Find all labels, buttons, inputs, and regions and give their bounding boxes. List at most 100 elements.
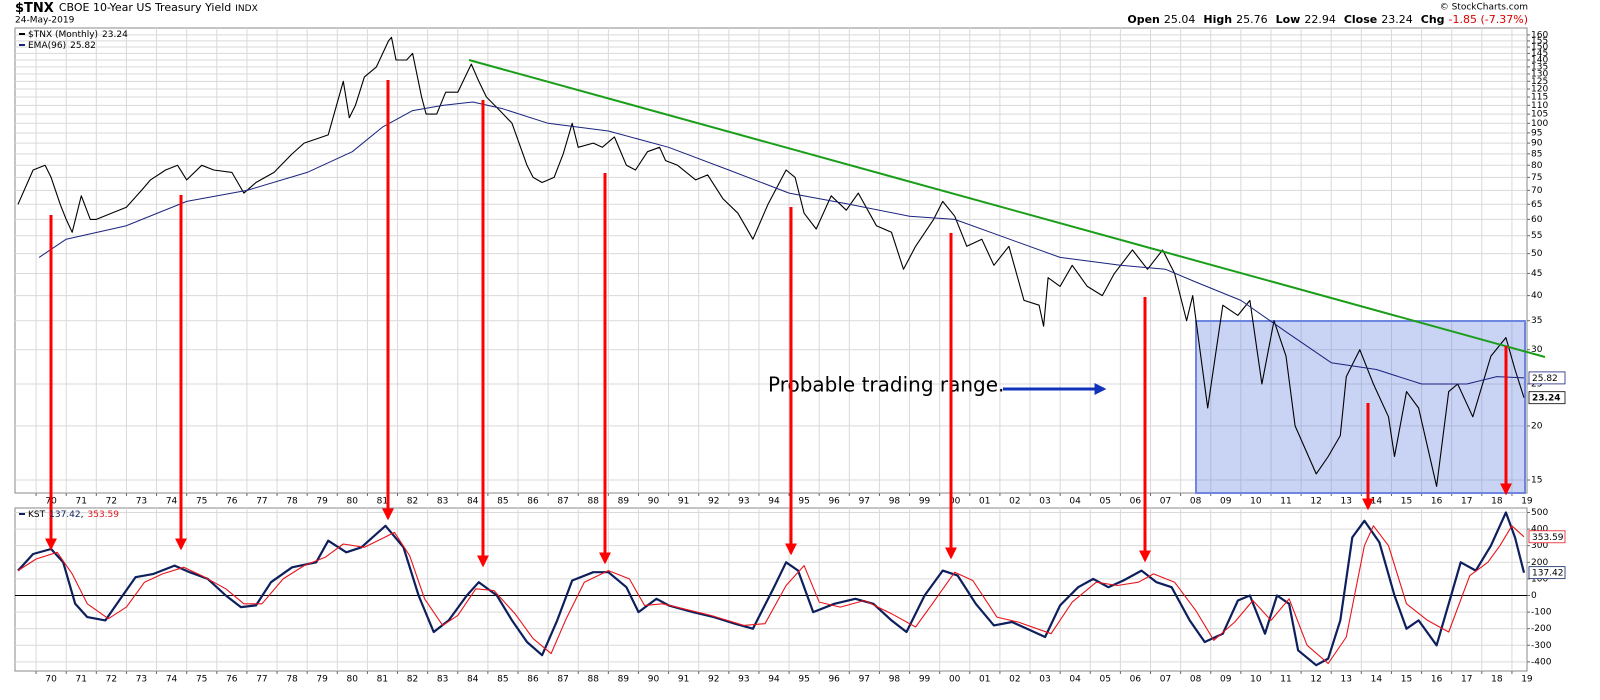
x-tick-label: 74: [166, 675, 178, 685]
red-arrows: [45, 80, 1512, 568]
x-tick-label: 71: [75, 675, 86, 685]
x-tick-label: 07: [1160, 497, 1171, 507]
y-tick-label: 150: [1531, 43, 1548, 53]
x-tick-label: 76: [226, 675, 238, 685]
x-tick-label: 83: [437, 497, 448, 507]
annotation-over: Probable trading range.: [45, 59, 1546, 568]
symbol: $TNX: [15, 1, 54, 16]
x-tick-label: 82: [407, 675, 418, 685]
date: 24-May-2019: [15, 16, 75, 26]
x-tick-label: 93: [738, 497, 749, 507]
x-tick-label: 14: [1371, 675, 1383, 685]
x-tick-label: 85: [497, 497, 508, 507]
x-tick-label: 18: [1491, 675, 1503, 685]
x-tick-label: 72: [106, 675, 117, 685]
x-tick-label: 84: [467, 497, 479, 507]
y-tick-label: 0: [1531, 591, 1537, 601]
y-tick-label: 70: [1531, 186, 1543, 196]
x-tick-label: 73: [136, 675, 147, 685]
x-tick-label: 99: [919, 497, 931, 507]
x-tick-label: 15: [1401, 675, 1412, 685]
y-tick-label: 300: [1531, 541, 1548, 551]
x-tick-label: 09: [1220, 675, 1232, 685]
value-tag: 25.82: [1532, 374, 1558, 384]
x-tick-label: 89: [618, 497, 630, 507]
trend-line: [468, 59, 1546, 358]
series-line: [17, 511, 1526, 667]
x-tick-label: 79: [316, 675, 328, 685]
x-tick-label: 81: [377, 497, 388, 507]
x-tick-label: 04: [1069, 497, 1081, 507]
x-tick-label: 72: [106, 497, 117, 507]
y-tick-label: 65: [1531, 200, 1542, 210]
annotation-text: Probable trading range.: [768, 373, 1004, 397]
x-tick-label: 08: [1190, 497, 1202, 507]
x-tick-label: 12: [1310, 675, 1321, 685]
value-tag: 353.59: [1532, 533, 1564, 543]
legend-name: $TNX (Monthly): [28, 30, 98, 40]
y-tick-label: 400: [1531, 525, 1548, 535]
x-tick-label: 11: [1280, 675, 1291, 685]
y-tick-label: 90: [1531, 139, 1543, 149]
x-tick-label: 78: [286, 675, 298, 685]
x-tick-label: 88: [588, 675, 600, 685]
x-tick-label: 93: [738, 675, 749, 685]
x-tick-label: 99: [919, 675, 931, 685]
x-tick-label: 76: [226, 497, 238, 507]
y-tick-label: 25: [1531, 379, 1542, 389]
y-tick-label: 500: [1531, 508, 1548, 518]
x-tick-label: 82: [407, 497, 418, 507]
y-tick-label: 130: [1531, 69, 1548, 79]
value-tag-box: [1528, 391, 1566, 405]
x-tick-label: 05: [1100, 497, 1111, 507]
x-tick-label: 79: [316, 497, 328, 507]
x-tick-label: 95: [798, 675, 809, 685]
instrument-name: CBOE 10-Year US Treasury Yield: [59, 1, 231, 14]
value-tag-box: [1528, 530, 1566, 544]
x-tick-label: 05: [1100, 675, 1111, 685]
x-tick-label: 92: [708, 675, 719, 685]
legend-value: 25.82: [70, 41, 96, 51]
x-tick-label: 94: [768, 675, 780, 685]
y-tick-label: 105: [1531, 110, 1548, 120]
x-tick-label: 87: [557, 497, 568, 507]
x-tick-label: 96: [828, 497, 840, 507]
x-tick-label: 87: [557, 675, 568, 685]
annotation-under: [1195, 320, 1526, 494]
y-tick-label: 45: [1531, 269, 1542, 279]
legend-label: $TNX (Monthly) 23.24: [28, 30, 128, 40]
y-tick-label: 160: [1531, 30, 1548, 40]
y-tick-label: 200: [1531, 558, 1548, 568]
x-tick-label: 11: [1280, 497, 1291, 507]
value-tag: 137.42: [1532, 569, 1564, 579]
x-tick-label: 90: [648, 675, 660, 685]
series-layer: [17, 36, 1526, 667]
x-tick-label: 86: [527, 497, 539, 507]
exchange: INDX: [235, 4, 257, 14]
y-tick-label: 80: [1531, 161, 1543, 171]
x-tick-label: 97: [859, 675, 870, 685]
x-tick-label: 00: [949, 675, 961, 685]
x-tick-label: 92: [708, 497, 719, 507]
x-tick-label: 00: [949, 497, 961, 507]
x-tick-label: 17: [1461, 675, 1472, 685]
x-tick-label: 96: [828, 675, 840, 685]
x-tick-label: 01: [979, 497, 990, 507]
x-tick-label: 77: [256, 497, 267, 507]
x-tick-label: 85: [497, 675, 508, 685]
y-tick-label: 140: [1531, 56, 1548, 66]
x-tick-label: 15: [1401, 497, 1412, 507]
y-tick-label: 145: [1531, 49, 1548, 59]
y-tick-label: 100: [1531, 574, 1548, 584]
y-tick-label: 110: [1531, 101, 1548, 111]
x-tick-label: 13: [1340, 497, 1351, 507]
y-tick-label: 15: [1531, 476, 1542, 486]
x-tick-label: 91: [678, 675, 689, 685]
x-tick-label: 81: [377, 675, 388, 685]
series-line: [17, 525, 1525, 665]
quote-label: Chg: [1421, 13, 1445, 26]
series-line: [38, 101, 1525, 385]
x-tick-label: 97: [859, 497, 870, 507]
